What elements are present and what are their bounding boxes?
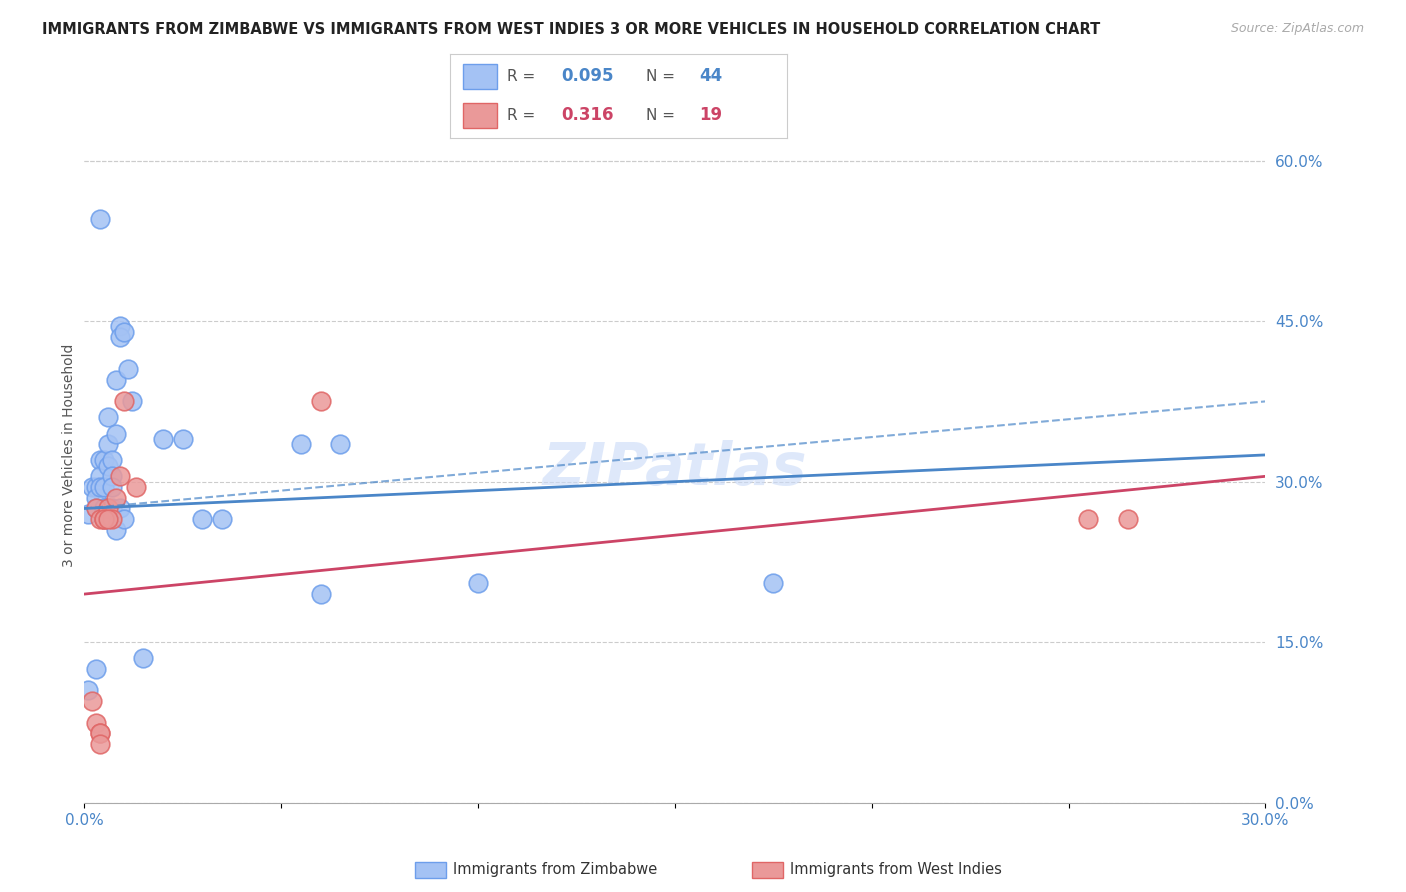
Y-axis label: 3 or more Vehicles in Household: 3 or more Vehicles in Household [62,343,76,566]
Point [84,662,107,676]
Point [112,325,135,339]
Point [97,410,120,425]
Point [104,373,127,387]
Point [112,394,135,409]
Point [1116,512,1139,526]
Point [97,458,120,473]
Text: 0.316: 0.316 [561,106,614,124]
Point [108,319,131,334]
Point [97,501,120,516]
Point [101,501,124,516]
Point [89,726,111,740]
Point [89,726,111,740]
Point [309,587,332,601]
Point [82,694,104,708]
Point [93,480,115,494]
Point [191,512,214,526]
Point [104,523,127,537]
Point [762,576,785,591]
Point [108,469,131,483]
Point [172,432,194,446]
Point [89,512,111,526]
Point [112,512,135,526]
Text: N =: N = [645,108,679,123]
Text: Immigrants from Zimbabwe: Immigrants from Zimbabwe [453,863,657,877]
Point [89,469,111,483]
Point [108,330,131,344]
Point [97,501,120,516]
Point [84,480,107,494]
Point [84,715,107,730]
Text: IMMIGRANTS FROM ZIMBABWE VS IMMIGRANTS FROM WEST INDIES 3 OR MORE VEHICLES IN HO: IMMIGRANTS FROM ZIMBABWE VS IMMIGRANTS F… [42,22,1101,37]
Point [84,491,107,505]
Point [309,394,332,409]
Point [467,576,489,591]
Point [84,501,107,516]
Point [101,453,124,467]
FancyBboxPatch shape [464,63,498,89]
Point [93,453,115,467]
Point [93,512,115,526]
Text: R =: R = [508,108,540,123]
Text: 0.095: 0.095 [561,68,614,86]
Point [89,212,111,227]
Point [1077,512,1099,526]
Point [97,437,120,451]
Point [93,512,115,526]
Text: R =: R = [508,69,540,84]
Point [84,501,107,516]
Point [82,480,104,494]
Point [101,480,124,494]
Text: Source: ZipAtlas.com: Source: ZipAtlas.com [1230,22,1364,36]
Point [89,453,111,467]
Point [77,683,100,698]
Point [117,362,139,376]
Point [211,512,233,526]
Point [89,737,111,751]
Point [101,469,124,483]
Point [121,394,143,409]
Point [93,512,115,526]
Point [89,480,111,494]
Text: ZIPatlas: ZIPatlas [543,441,807,498]
Point [101,512,124,526]
Point [108,501,131,516]
Text: N =: N = [645,69,679,84]
Text: Immigrants from West Indies: Immigrants from West Indies [790,863,1002,877]
Text: 44: 44 [700,68,723,86]
Point [93,501,115,516]
Point [132,651,155,665]
Text: 19: 19 [700,106,723,124]
Point [93,501,115,516]
Point [329,437,352,451]
Point [124,480,146,494]
Point [290,437,312,451]
Point [104,491,127,505]
Point [152,432,174,446]
Point [97,512,120,526]
Point [104,426,127,441]
Point [77,507,100,521]
FancyBboxPatch shape [464,103,498,128]
